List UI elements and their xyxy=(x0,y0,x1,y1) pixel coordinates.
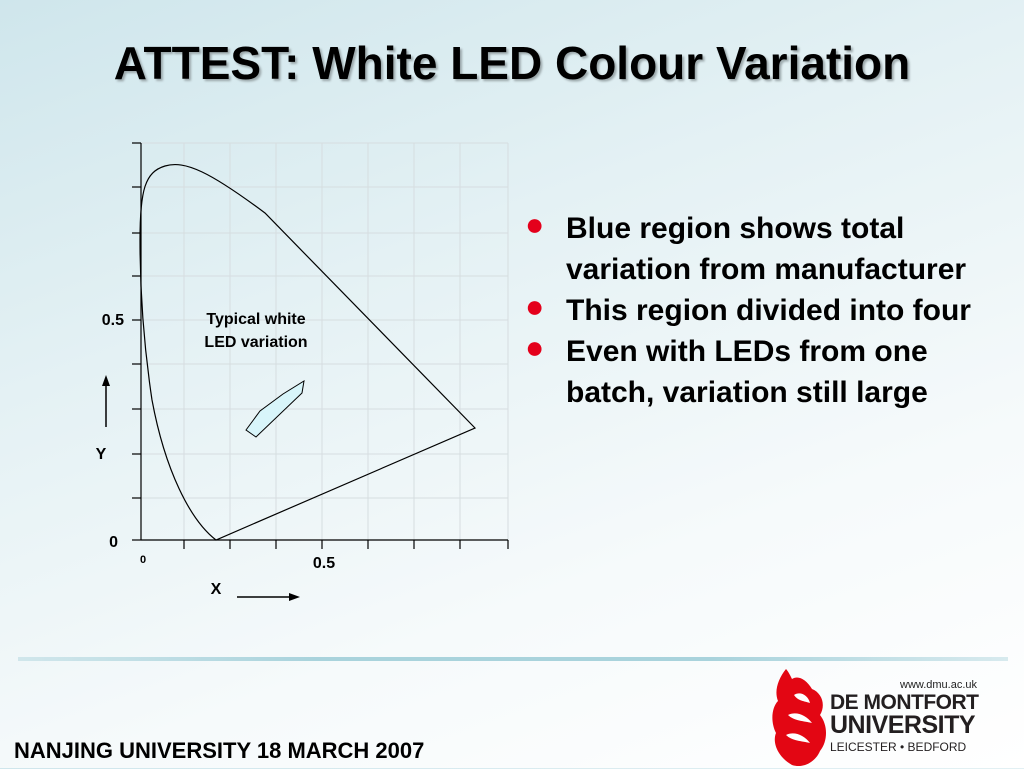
bullet-item: ● Blue region shows total variation from… xyxy=(525,206,995,290)
y-tick-label-top: 0.5 xyxy=(102,312,124,329)
y-tick-label-bottom: 0 xyxy=(109,534,118,551)
annotation-line-1: Typical white xyxy=(206,311,305,328)
grid xyxy=(141,142,509,540)
logo-locations: LEICESTER • BEDFORD xyxy=(830,740,967,754)
footer-divider xyxy=(18,657,1008,661)
logo-name-line-2: UNIVERSITY xyxy=(830,711,976,739)
axes xyxy=(132,142,509,549)
bullet-item: ● This region divided into four xyxy=(525,288,995,331)
slide-title: ATTEST: White LED Colour Variation xyxy=(113,37,911,89)
x-axis-arrow xyxy=(237,593,300,601)
logo-name-line-1: DE MONTFORT xyxy=(830,691,979,714)
university-logo: www.dmu.ac.uk DE MONTFORT UNIVERSITY LEI… xyxy=(770,665,1010,767)
spectral-locus xyxy=(139,163,477,541)
bullet-dot-icon: ● xyxy=(525,288,545,324)
chromaticity-diagram: Typical white LED variation 0.5 0 0 0.5 … xyxy=(96,142,509,601)
bullet-item: ● Even with LEDs from one batch, variati… xyxy=(525,329,995,413)
lion-crest-icon xyxy=(772,669,826,767)
bullet-text: Blue region shows total variation from m… xyxy=(566,212,967,286)
bullet-list: ● Blue region shows total variation from… xyxy=(525,206,995,413)
y-axis-arrow xyxy=(102,375,110,427)
bullet-dot-icon: ● xyxy=(525,329,545,365)
x-tick-label-mid: 0.5 xyxy=(313,555,335,572)
logo-url: www.dmu.ac.uk xyxy=(900,679,978,691)
bullet-text: This region divided into four xyxy=(566,294,971,327)
bullet-dot-icon: ● xyxy=(525,206,545,242)
white-led-variation-region xyxy=(245,379,305,438)
bullet-text: Even with LEDs from one batch, variation… xyxy=(566,335,928,409)
footer-text: NANJING UNIVERSITY 18 MARCH 2007 xyxy=(14,738,425,763)
x-tick-label-origin: 0 xyxy=(140,554,146,566)
x-axis-label: X xyxy=(211,581,222,598)
annotation-line-2: LED variation xyxy=(204,334,307,351)
y-axis-label: Y xyxy=(96,446,107,463)
